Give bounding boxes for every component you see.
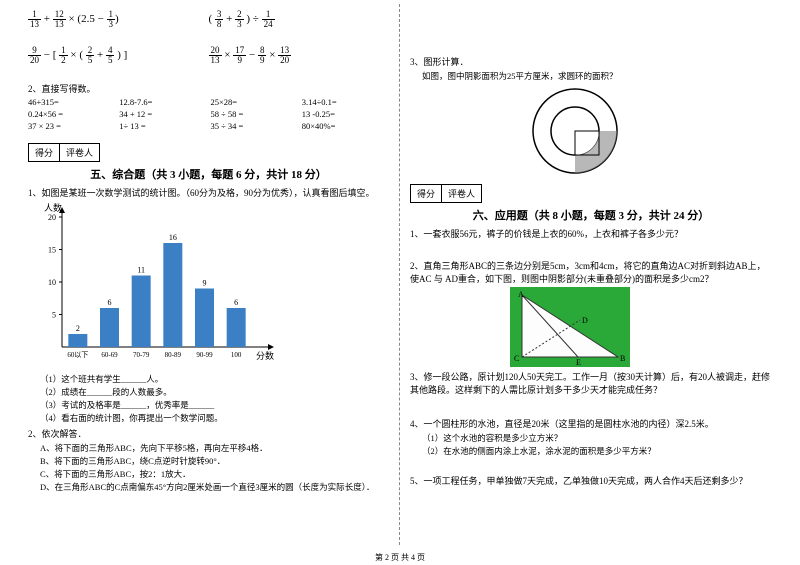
r-4b: （2）在水池的侧面内涂上水泥，涂水泥的面积是多少平方米？: [422, 445, 772, 457]
svg-text:A: A: [518, 290, 524, 299]
opt-b: B、将下面的三角形ABC，绕C点逆时针旋转90°．: [40, 455, 389, 467]
calc-cell: 3.14÷0.1=: [302, 97, 389, 107]
r-4: 4、一个圆柱形的水池，直径是20米（这里指的是圆柱水池的内径）深2.5米。: [410, 417, 772, 430]
svg-text:15: 15: [48, 246, 56, 255]
bar-chart: 人数分数 5 10 15 20 2 60以下 6 60-69 11 70-79 16 80-89 9 90-…: [28, 201, 288, 371]
calc-cell: 37 × 23 =: [28, 121, 115, 131]
right-column: 3、图形计算． 如图，图中阴影面积为25平方厘米，求圆环的面积？ 得分 评卷人 …: [400, 4, 782, 545]
svg-text:100: 100: [231, 351, 242, 359]
svg-text:60-69: 60-69: [101, 351, 118, 359]
left-column: 113 + 1213 × (2.5 − 13) ( 38 + 23 ) ÷ 12…: [18, 4, 400, 545]
grader-label: 评卷人: [442, 185, 481, 202]
score-table: 得分 评卷人: [28, 143, 100, 162]
calc-cell: 46+315=: [28, 97, 115, 107]
svg-text:B: B: [620, 354, 625, 363]
calc-cell: 58 ÷ 58 =: [211, 109, 298, 119]
page-footer: 第 2 页 共 4 页: [0, 552, 800, 563]
sub-3: （3）考试的及格率是______，优秀率是______: [40, 399, 389, 411]
r-2: 2、直角三角形ABC的三条边分别是5cm，3cm和4cm，将它的直角边AC对折到…: [410, 259, 772, 285]
section-6-title: 六、应用题（共 8 小题，每题 3 分，共计 24 分）: [410, 207, 772, 223]
calc-cell: 12.8-7.6=: [119, 97, 206, 107]
grader-label: 评卷人: [60, 144, 99, 161]
svg-text:2: 2: [76, 324, 80, 333]
expr-2b: 2013 × 179 − 89 × 1320: [209, 46, 390, 68]
svg-text:60以下: 60以下: [67, 351, 88, 359]
calc-grid: 46+315= 12.8-7.6= 25×28= 3.14÷0.1= 0.24×…: [28, 97, 389, 131]
svg-text:分数: 分数: [256, 350, 274, 361]
svg-text:80-89: 80-89: [165, 351, 182, 359]
svg-text:C: C: [514, 354, 519, 363]
triangle-figure: A B C D E: [510, 287, 630, 367]
svg-text:9: 9: [203, 279, 207, 288]
svg-text:6: 6: [108, 298, 112, 307]
svg-text:6: 6: [234, 298, 238, 307]
score-label: 得分: [411, 185, 442, 202]
r-5: 5、一项工程任务，甲单独做7天完成，乙单独做10天完成，两人合作4天后还剩多少？: [410, 474, 772, 487]
sec-2-label: 2、直接写得数。: [28, 82, 389, 95]
calc-cell: 80×40%=: [302, 121, 389, 131]
calc-cell: 13 -0.25=: [302, 109, 389, 119]
score-label: 得分: [29, 144, 60, 161]
svg-text:10: 10: [48, 278, 56, 287]
svg-text:20: 20: [48, 213, 56, 222]
expr-2a: 920 − [ 12 × ( 25 + 45 ) ]: [28, 46, 209, 68]
svg-text:70-79: 70-79: [133, 351, 150, 359]
expr-row-2: 920 − [ 12 × ( 25 + 45 ) ] 2013 × 179 − …: [28, 46, 389, 68]
svg-text:D: D: [582, 316, 588, 325]
ring-figure: [530, 86, 620, 176]
score-table-2: 得分 评卷人: [410, 184, 482, 203]
svg-text:5: 5: [52, 311, 56, 320]
r-4a: （1）这个水池的容积是多少立方米？: [422, 432, 772, 444]
calc-cell: 0.24×56 =: [28, 109, 115, 119]
svg-text:90-99: 90-99: [196, 351, 213, 359]
q-5-1: 1、如图是某班一次数学测试的统计图。（60分为及格，90分为优秀），认真看图后填…: [28, 186, 389, 199]
sub-1: （1）这个班共有学生______人。: [40, 373, 389, 385]
section-5-title: 五、综合题（共 3 小题，每题 6 分，共计 18 分）: [28, 166, 389, 182]
svg-text:11: 11: [137, 266, 145, 275]
calc-cell: 25×28=: [211, 97, 298, 107]
opt-c: C、将下面的三角形ABC，按2：1放大．: [40, 468, 389, 480]
calc-cell: 1÷ 13 =: [119, 121, 206, 131]
opt-d: D、在三角形ABC的C点南偏东45°方向2厘米处画一个直径3厘米的圆（长度为实际…: [40, 481, 389, 493]
expr-row-1: 113 + 1213 × (2.5 − 13) ( 38 + 23 ) ÷ 12…: [28, 10, 389, 32]
expr-1a: 113 + 1213 × (2.5 − 13): [28, 10, 209, 32]
q-3: 3、图形计算．: [410, 55, 772, 68]
r-1: 1、一套衣服56元，裤子的价钱是上衣的60%，上衣和裤子各多少元？: [410, 227, 772, 240]
svg-text:人数: 人数: [44, 202, 62, 213]
svg-text:16: 16: [169, 233, 177, 242]
calc-cell: 34 + 12 =: [119, 109, 206, 119]
svg-text:E: E: [576, 358, 581, 367]
r-3: 3、修一段公路，原计划120人50天完工。工作一月（按30天计算）后，有20人被…: [410, 370, 772, 396]
q-5-2: 2、依次解答．: [28, 427, 389, 440]
sub-4: （4）看右面的统计图，你再提出一个数学问题。: [40, 412, 389, 424]
calc-cell: 35 ÷ 34 =: [211, 121, 298, 131]
q-3b: 如图，图中阴影面积为25平方厘米，求圆环的面积？: [422, 70, 772, 82]
opt-a: A、将下面的三角形ABC，先向下平移5格，再向左平移4格．: [40, 442, 389, 454]
sub-2: （2）成绩在______段的人数最多。: [40, 386, 389, 398]
expr-1b: ( 38 + 23 ) ÷ 124: [209, 10, 390, 32]
